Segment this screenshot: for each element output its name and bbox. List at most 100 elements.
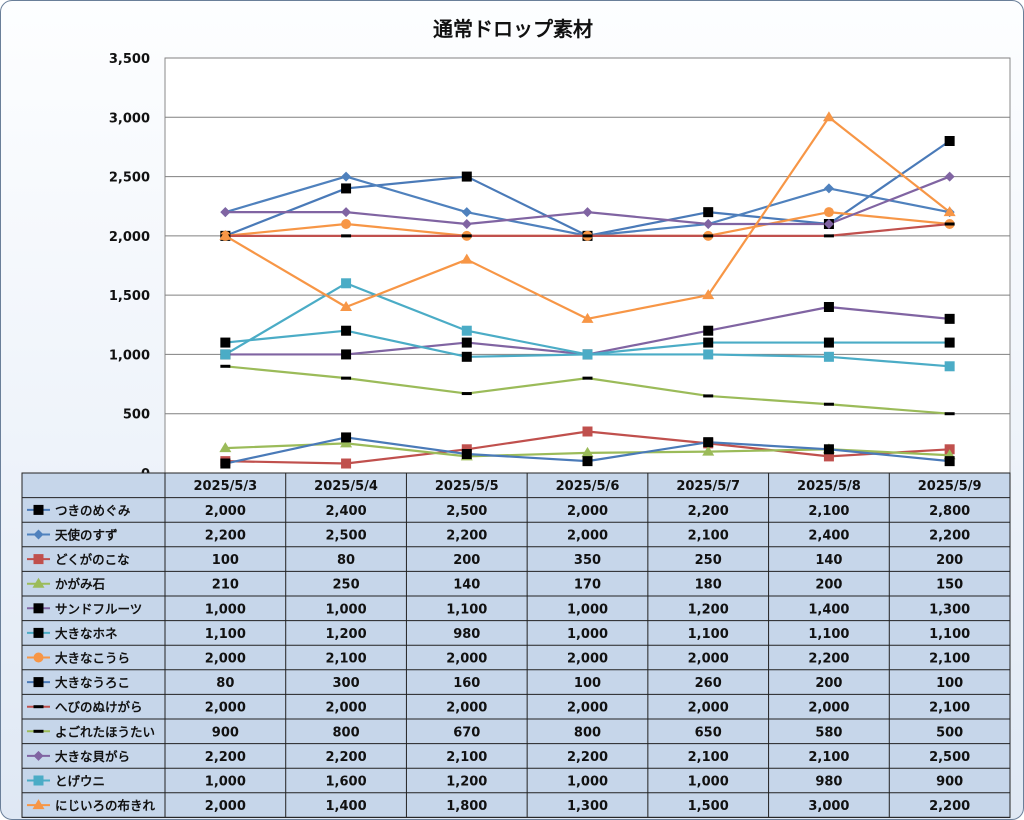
data-point (33, 603, 44, 614)
table-cell: 900 (212, 725, 239, 740)
legend-label: つきのめぐみ (55, 503, 131, 518)
data-point (341, 219, 352, 229)
chart-title: 通常ドロップ素材 (433, 17, 593, 41)
data-point (341, 349, 352, 360)
table-cell: 140 (815, 553, 842, 568)
data-point (823, 183, 834, 194)
data-point (703, 325, 714, 336)
data-point (582, 456, 593, 467)
data-point (582, 376, 593, 380)
data-point (944, 361, 955, 372)
data-point (341, 171, 352, 182)
data-point (33, 729, 44, 733)
data-point (944, 412, 955, 416)
data-point (341, 234, 352, 238)
table-cell: 2,500 (446, 504, 487, 519)
table-cell: 1,000 (688, 775, 729, 790)
table-cell: 800 (333, 725, 360, 740)
y-tick-label: 1,000 (109, 348, 150, 363)
table-cell: 1,000 (567, 602, 608, 617)
data-point (703, 219, 714, 229)
table-cell: 670 (453, 725, 480, 740)
data-point (703, 394, 714, 398)
table-cell: 2,200 (929, 799, 970, 814)
table-cell: 100 (936, 676, 963, 691)
data-point (702, 445, 715, 456)
data-point (703, 234, 714, 238)
data-point (703, 207, 714, 218)
table-cell: 2,000 (808, 701, 849, 716)
data-point (341, 207, 352, 218)
legend-label: サンドフルーツ (55, 601, 142, 616)
table-cell: 1,100 (929, 627, 970, 642)
table-cell: 2,000 (567, 652, 608, 667)
table-cell: 200 (453, 553, 480, 568)
plot-area (164, 57, 1011, 474)
data-point (823, 451, 834, 462)
table-cell: 2,000 (446, 652, 487, 667)
data-point (944, 456, 955, 467)
legend-label: 大きなホネ (55, 626, 118, 641)
table-cell: 1,500 (688, 799, 729, 814)
table-cell: 900 (936, 775, 963, 790)
table-cell: 580 (815, 725, 842, 740)
table-cell: 1,300 (567, 799, 608, 814)
table-cell: 200 (815, 578, 842, 593)
data-point (341, 432, 352, 443)
table-cell: 2,100 (446, 750, 487, 765)
table-cell: 2,000 (567, 701, 608, 716)
legend-label: 大きな貝がら (55, 749, 130, 764)
data-point (944, 222, 955, 226)
table-cell: 980 (815, 775, 842, 790)
data-point (581, 446, 594, 457)
table-cell: 2,200 (808, 652, 849, 667)
data-point (943, 206, 956, 217)
y-tick-label: 1,500 (109, 289, 150, 304)
table-cell: 800 (574, 725, 601, 740)
data-point (823, 219, 834, 229)
table-cell: 2,100 (808, 750, 849, 765)
table-cell: 2,100 (326, 652, 367, 667)
data-point (33, 627, 44, 638)
legend-label: 大きなうろこ (55, 675, 130, 690)
table-cell: 100 (212, 553, 239, 568)
table-cell: 180 (695, 578, 722, 593)
table-cell: 2,200 (326, 750, 367, 765)
data-point (33, 705, 44, 709)
data-point (33, 554, 44, 565)
table-cell: 170 (574, 578, 601, 593)
legend-label: 天使のすず (55, 528, 118, 543)
legend-label: 大きなこうら (55, 651, 130, 666)
data-point (702, 289, 715, 300)
data-point (461, 219, 472, 229)
data-point (823, 444, 834, 455)
table-cell: 2,000 (446, 701, 487, 716)
table-cell: 1,000 (567, 627, 608, 642)
table-cell: 2,000 (688, 652, 729, 667)
category-header-row (165, 473, 1010, 498)
table-cell: 1,200 (326, 627, 367, 642)
data-point (461, 392, 472, 396)
y-tick-label: 3,500 (109, 52, 150, 67)
data-point (33, 775, 44, 786)
table-cell: 1,000 (567, 775, 608, 790)
data-point (703, 437, 714, 448)
table-cell: 350 (574, 553, 601, 568)
table-cell: 300 (333, 676, 360, 691)
table-cell: 1,200 (446, 775, 487, 790)
table-cell: 160 (453, 676, 480, 691)
y-tick-label: 3,000 (109, 111, 150, 126)
data-point (944, 337, 955, 348)
table-cell: 80 (337, 553, 355, 568)
data-point (33, 652, 44, 663)
table-cell: 980 (453, 627, 480, 642)
table-cell: 500 (936, 725, 963, 740)
table-cell: 1,200 (688, 602, 729, 617)
legend-label: とげウニ (55, 774, 105, 789)
x-tick-label: 2025/5/9 (918, 479, 982, 494)
data-point (582, 207, 593, 218)
data-point (582, 426, 593, 437)
data-point (460, 253, 473, 264)
table-cell: 1,800 (446, 799, 487, 814)
